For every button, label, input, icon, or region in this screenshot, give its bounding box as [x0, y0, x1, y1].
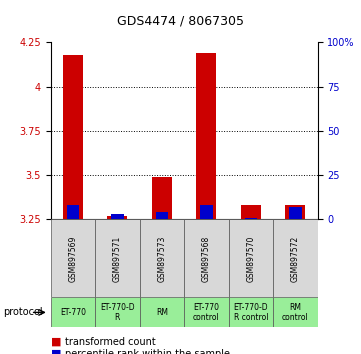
- Text: RM
control: RM control: [282, 303, 309, 322]
- Bar: [273, 219, 318, 297]
- Text: ET-770
control: ET-770 control: [193, 303, 220, 322]
- Text: GSM897568: GSM897568: [202, 235, 211, 281]
- Text: percentile rank within the sample: percentile rank within the sample: [65, 349, 230, 354]
- Bar: [63, 55, 83, 219]
- Bar: [196, 53, 216, 219]
- Bar: [229, 297, 273, 327]
- Text: GSM897571: GSM897571: [113, 235, 122, 281]
- Text: protocol: protocol: [4, 307, 43, 318]
- Bar: [200, 205, 213, 219]
- Bar: [289, 207, 302, 219]
- Bar: [273, 297, 318, 327]
- Bar: [241, 205, 261, 219]
- Bar: [184, 297, 229, 327]
- Bar: [107, 216, 127, 219]
- Bar: [95, 297, 140, 327]
- Text: ■: ■: [51, 349, 61, 354]
- Bar: [140, 219, 184, 297]
- Text: ET-770: ET-770: [60, 308, 86, 317]
- Bar: [51, 297, 95, 327]
- Bar: [156, 212, 168, 219]
- Bar: [140, 297, 184, 327]
- Text: ET-770-D
R control: ET-770-D R control: [234, 303, 268, 322]
- Bar: [184, 219, 229, 297]
- Text: ■: ■: [51, 337, 61, 347]
- Bar: [51, 219, 95, 297]
- Text: GSM897570: GSM897570: [247, 235, 255, 282]
- Bar: [229, 219, 273, 297]
- Text: GSM897569: GSM897569: [68, 235, 77, 282]
- Text: ET-770-D
R: ET-770-D R: [100, 303, 135, 322]
- Bar: [152, 177, 172, 219]
- Text: GDS4474 / 8067305: GDS4474 / 8067305: [117, 14, 244, 27]
- Text: GSM897573: GSM897573: [157, 235, 166, 282]
- Bar: [111, 214, 123, 219]
- Text: transformed count: transformed count: [65, 337, 156, 347]
- Bar: [245, 218, 257, 219]
- Text: RM: RM: [156, 308, 168, 317]
- Bar: [95, 219, 140, 297]
- Bar: [286, 205, 305, 219]
- Text: GSM897572: GSM897572: [291, 235, 300, 281]
- Bar: [66, 205, 79, 219]
